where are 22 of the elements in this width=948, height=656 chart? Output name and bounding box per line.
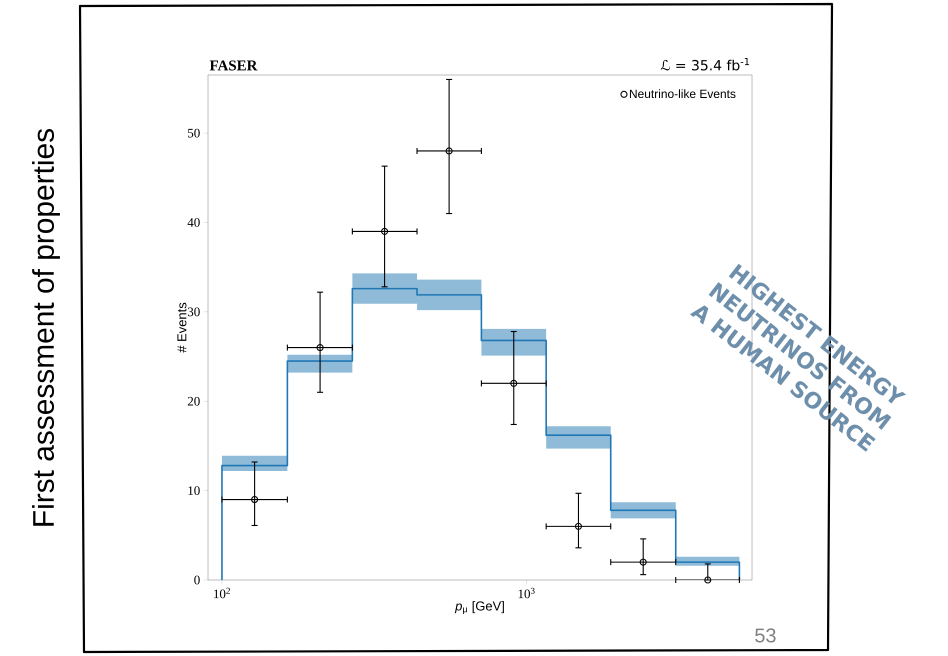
y-axis-title: # Events: [177, 302, 186, 353]
x-tick-label: 10$^{2}$: [214, 588, 230, 598]
text: First assessment of properties: [32, 128, 60, 526]
y-tick-label: 20: [188, 396, 200, 406]
chart-title: FASER: [210, 60, 258, 70]
x-axis-title: p$_{μ}$ [GeV]: [454, 601, 504, 614]
point: [640, 558, 647, 566]
y-tick-label: 10: [188, 486, 200, 495]
text: ℒ = 35.4 fb$^{-1}$: [660, 58, 750, 70]
point: [446, 147, 453, 155]
y-tick-label: 40: [188, 218, 200, 227]
text: 53: [755, 628, 776, 642]
point: [316, 344, 324, 352]
point: [251, 496, 258, 504]
y-tick-label: 30: [188, 307, 200, 316]
x-tick-label: 10$^{3}$: [518, 588, 535, 598]
point: [574, 522, 582, 530]
y-tick-label: 0: [194, 576, 200, 584]
point: [381, 228, 388, 235]
y-tick-label: 50: [188, 128, 200, 138]
legend-label: Neutrino-like Events: [630, 89, 736, 98]
point: [510, 380, 518, 387]
